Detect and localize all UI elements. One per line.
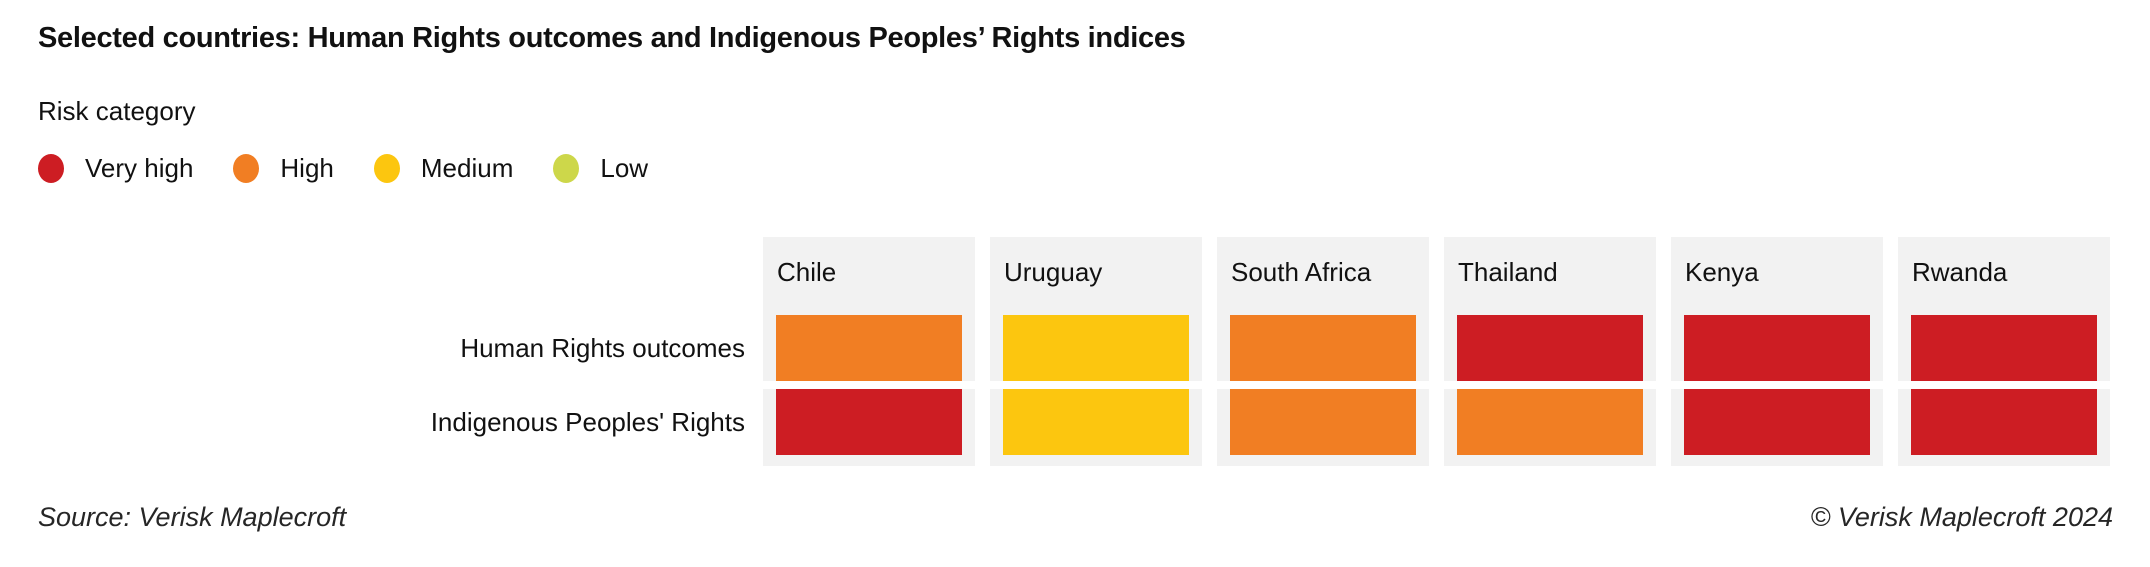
- risk-cell-very-high: [1911, 389, 2097, 455]
- country-card-thailand: Thailand: [1444, 237, 1656, 466]
- country-card-chile: Chile: [763, 237, 975, 466]
- row-labels-column: Human Rights outcomes Indigenous Peoples…: [0, 237, 745, 466]
- risk-cell-very-high: [1684, 389, 1870, 455]
- country-name: Thailand: [1458, 257, 1558, 287]
- risk-cell-row: [1671, 389, 1883, 455]
- risk-cell-row: [1217, 389, 1429, 455]
- row-label-human-rights-outcomes: Human Rights outcomes: [460, 332, 745, 363]
- legend-item-high: High: [233, 153, 334, 184]
- risk-cell-row: [1671, 315, 1883, 381]
- risk-cell-row: [1444, 315, 1656, 381]
- source-note: Source: Verisk Maplecroft: [38, 502, 347, 532]
- row-gap: [0, 381, 745, 389]
- country-name: Uruguay: [1004, 257, 1103, 287]
- country-card-rwanda: Rwanda: [1898, 237, 2110, 466]
- risk-cell-high: [1457, 389, 1643, 455]
- risk-legend: Very high High Medium Low: [38, 153, 648, 184]
- risk-dot-icon: [373, 154, 400, 183]
- risk-cell-high: [776, 315, 962, 381]
- risk-cell-very-high: [776, 389, 962, 455]
- risk-cell-row: [763, 315, 975, 381]
- risk-cell-high: [1230, 389, 1416, 455]
- row-gap: [990, 381, 1202, 389]
- risk-cell-row: [990, 315, 1202, 381]
- legend-item-very-high: Very high: [38, 153, 193, 184]
- row-gap: [1671, 381, 1883, 389]
- risk-cell-medium: [1003, 315, 1189, 381]
- legend-label: Low: [600, 153, 649, 183]
- country-card-kenya: Kenya: [1671, 237, 1883, 466]
- legend-label: Very high: [85, 153, 194, 183]
- risk-cell-medium: [1003, 389, 1189, 455]
- header-spacer: [0, 237, 745, 315]
- country-name: Kenya: [1685, 257, 1759, 287]
- risk-cell-row: [763, 389, 975, 455]
- country-card-south-africa: South Africa: [1217, 237, 1429, 466]
- risk-cell-row: [1217, 315, 1429, 381]
- row-gap: [1444, 381, 1656, 389]
- risk-cell-row: [990, 389, 1202, 455]
- risk-cell-very-high: [1684, 315, 1870, 381]
- legend-label: High: [280, 153, 334, 183]
- country-card-uruguay: Uruguay: [990, 237, 1202, 466]
- legend-title: Risk category: [38, 96, 196, 126]
- risk-dot-icon: [38, 154, 64, 183]
- chart-title: Selected countries: Human Rights outcome…: [38, 22, 1186, 54]
- risk-cell-row: [1444, 389, 1656, 455]
- risk-cell-row: [1898, 315, 2110, 381]
- row-gap: [1898, 381, 2110, 389]
- risk-cell-very-high: [1457, 315, 1643, 381]
- copyright-note: © Verisk Maplecroft 2024: [1810, 502, 2113, 532]
- row-label-indigenous-peoples-rights: Indigenous Peoples' Rights: [430, 406, 745, 437]
- risk-dot-icon: [553, 154, 580, 183]
- risk-cell-high: [1230, 315, 1416, 381]
- legend-label: Medium: [420, 153, 514, 183]
- country-name: Chile: [777, 257, 837, 287]
- country-name: Rwanda: [1912, 257, 2008, 287]
- legend-item-low: Low: [553, 153, 648, 184]
- risk-cell-row: [1898, 389, 2110, 455]
- row-gap: [1217, 381, 1429, 389]
- risk-matrix: Human Rights outcomes Indigenous Peoples…: [0, 237, 2110, 466]
- risk-dot-icon: [233, 154, 260, 183]
- legend-item-medium: Medium: [373, 153, 514, 184]
- risk-cell-very-high: [1911, 315, 2097, 381]
- row-gap: [763, 381, 975, 389]
- country-name: South Africa: [1231, 257, 1372, 287]
